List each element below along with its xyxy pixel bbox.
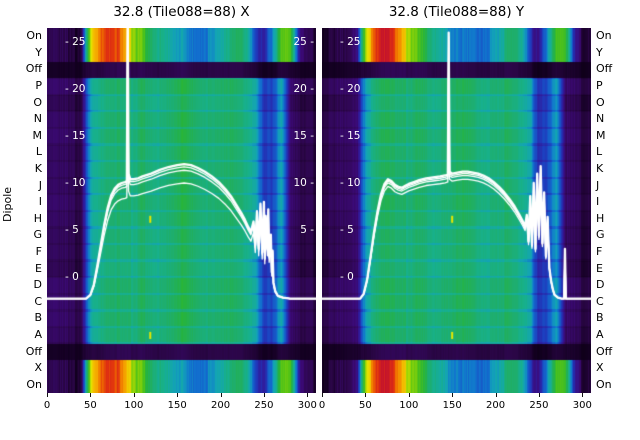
dipole-row-label-left: O <box>33 95 42 109</box>
dipole-row-label-right: B <box>596 311 604 325</box>
dipole-row-label-right: On <box>596 29 612 43</box>
dipole-row-label-right: Off <box>596 344 613 358</box>
x-tick-label: 150 <box>167 400 187 411</box>
x-tick-mark <box>177 393 179 397</box>
db-scale-left-label: - 25 <box>65 36 86 48</box>
x-tick-mark <box>220 393 222 397</box>
x-tick-mark <box>408 393 410 397</box>
db-scale-left-label: - 0 <box>65 271 79 283</box>
dipole-row-label-left: M <box>32 128 43 142</box>
dipole-row-label-right: G <box>596 228 605 242</box>
dipole-row-label-left: N <box>33 112 42 126</box>
db-scale-left-label: - 20 <box>65 83 86 95</box>
x-tick-mark <box>495 393 497 397</box>
x-tick-label: 100 <box>399 400 419 411</box>
dipole-row-label-left: On <box>26 29 42 43</box>
dipole-row-label-left: Y <box>35 45 42 59</box>
dipole-row-label-right: I <box>596 195 600 209</box>
db-scale-left-label: - 20 <box>340 83 361 95</box>
x-tick-label: 0 <box>43 400 51 411</box>
x-tick-mark <box>365 393 367 397</box>
x-tick-label: 250 <box>254 400 274 411</box>
panel-y-title: 32.8 (Tile088=88) Y <box>388 4 525 20</box>
x-tick-mark <box>452 393 454 397</box>
db-scale-left-label: - 15 <box>65 130 86 142</box>
dipole-row-label-left: C <box>34 294 42 308</box>
dipole-row-label-right: K <box>596 162 604 176</box>
dipole-row-label-left: J <box>38 178 42 192</box>
db-scale-right-label: 10 - <box>293 177 315 189</box>
dipole-row-label-right: N <box>596 112 605 126</box>
x-tick-label: 200 <box>211 400 231 411</box>
db-scale-left-label: - 10 <box>340 177 361 189</box>
dipole-row-label-right: O <box>596 95 605 109</box>
dipole-row-label-left: E <box>35 261 42 275</box>
x-tick-mark <box>582 393 584 397</box>
dipole-row-label-left: Off <box>25 62 42 76</box>
x-tick-label: 50 <box>359 400 372 411</box>
dipole-row-label-right: On <box>596 377 612 391</box>
dipole-row-label-right: E <box>596 261 603 275</box>
dipole-row-label-right: F <box>596 244 603 258</box>
x-tick-label: 150 <box>442 400 462 411</box>
dipole-row-label-left: K <box>34 162 42 176</box>
dipole-row-label-left: D <box>33 278 42 292</box>
db-scale-left-label: - 5 <box>65 224 79 236</box>
dipole-row-label-right: H <box>596 211 605 225</box>
x-tick-mark <box>90 393 92 397</box>
heatmap-canvas-y <box>322 28 591 393</box>
dipole-row-label-left: A <box>34 327 42 341</box>
dipole-row-label-left: B <box>34 311 42 325</box>
db-scale-left-label: - 10 <box>65 177 86 189</box>
x-tick-mark <box>538 393 540 397</box>
x-tick-label: 300 <box>297 400 317 411</box>
dipole-row-label-right: J <box>596 178 600 192</box>
x-tick-label: 50 <box>84 400 97 411</box>
x-tick-mark <box>263 393 265 397</box>
db-scale-left-label: - 15 <box>340 130 361 142</box>
x-tick-mark <box>322 393 323 397</box>
dipole-row-label-right: A <box>596 327 604 341</box>
db-scale-right-label: 5 - <box>300 224 314 236</box>
dipole-row-label-right: L <box>596 145 603 159</box>
dipole-row-label-right: X <box>596 361 604 375</box>
heatmap-canvas-x <box>47 28 316 393</box>
panel-x-title: 32.8 (Tile088=88) X <box>113 4 250 20</box>
dipole-row-label-right: P <box>596 79 603 93</box>
dipole-row-label-left: X <box>34 361 42 375</box>
dipole-row-label-right: C <box>596 294 604 308</box>
dipole-row-label-right: M <box>596 128 606 142</box>
x-tick-mark <box>133 393 135 397</box>
dipole-row-label-right: Off <box>596 62 613 76</box>
dipole-row-label-left: L <box>35 145 42 159</box>
db-scale-right-label: 20 - <box>293 83 315 95</box>
db-scale-right-label: 15 - <box>293 130 315 142</box>
dipole-row-label-left: H <box>33 211 42 225</box>
dipole-row-label-left: On <box>26 377 42 391</box>
x-tick-label: 0 <box>318 400 326 411</box>
dipole-row-label-left: Off <box>25 344 42 358</box>
x-tick-mark <box>307 393 309 397</box>
dipole-row-label-left: F <box>35 244 42 258</box>
dipole-row-label-right: Y <box>596 45 603 59</box>
dipole-row-label-right: D <box>596 278 605 292</box>
x-tick-label: 100 <box>124 400 144 411</box>
db-scale-left-label: - 0 <box>340 271 354 283</box>
x-tick-mark <box>47 393 48 397</box>
db-scale-right-label: 25 - <box>293 36 315 48</box>
dipole-row-label-left: I <box>38 195 42 209</box>
dipole-row-label-left: G <box>33 228 42 242</box>
db-scale-left-label: - 25 <box>340 36 361 48</box>
db-scale-left-label: - 5 <box>340 224 354 236</box>
x-tick-label: 300 <box>572 400 592 411</box>
dipole-row-label-left: P <box>35 79 42 93</box>
x-tick-label: 250 <box>529 400 549 411</box>
x-tick-label: 200 <box>486 400 506 411</box>
